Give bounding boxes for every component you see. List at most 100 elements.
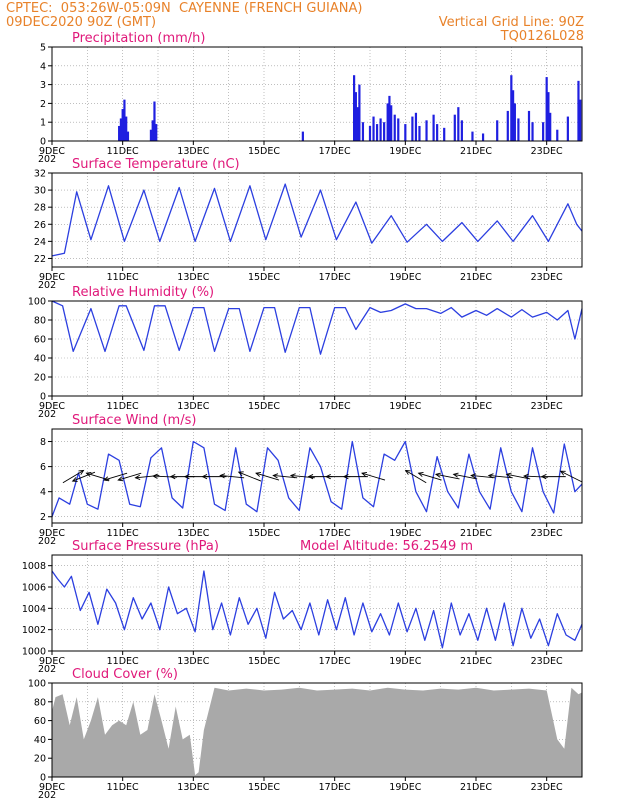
wind-vector xyxy=(238,471,262,482)
x-tick-label: 9DEC xyxy=(39,272,65,283)
cloud-cover-title: Cloud Cover (%) xyxy=(72,667,178,682)
x-tick-label: 17DEC xyxy=(319,401,351,412)
precipitation-bar xyxy=(404,124,407,141)
header-grid-note: Vertical Grid Line: 90Z xyxy=(438,15,584,30)
x-tick-label: 11DEC xyxy=(107,401,139,412)
wind-vector xyxy=(453,473,478,480)
header-run-id: TQ0126L028 xyxy=(500,29,584,44)
precipitation-bar xyxy=(547,92,550,141)
y-tick-label: 2 xyxy=(40,99,46,110)
x-tick-label: 21DEC xyxy=(460,656,492,667)
wind-vector xyxy=(273,474,298,479)
precipitation-bar xyxy=(443,127,446,141)
y-tick-label: 1004 xyxy=(22,604,46,615)
precipitation-bar xyxy=(379,118,382,141)
wind-vector xyxy=(506,473,531,480)
wind-vector-arrowhead xyxy=(404,469,411,475)
x-tick-label: 21DEC xyxy=(460,146,492,157)
precipitation-mm-h-title: Precipitation (mm/h) xyxy=(72,31,205,46)
wind-vector xyxy=(405,470,427,484)
panel-frame xyxy=(51,682,583,778)
x-year-label: 202 xyxy=(38,409,56,420)
precipitation-bar xyxy=(353,75,356,141)
x-tick-label: 15DEC xyxy=(248,656,280,667)
precipitation-bar xyxy=(556,129,559,141)
surface-temperature-nc-line xyxy=(51,183,583,257)
y-tick-label: 80 xyxy=(34,697,46,708)
precipitation-bar xyxy=(453,114,456,141)
precipitation-bar xyxy=(372,116,375,141)
x-year-label: 202 xyxy=(38,280,56,291)
wind-vector xyxy=(488,474,513,479)
wind-vector xyxy=(435,473,460,480)
x-tick-label: 19DEC xyxy=(389,656,421,667)
y-tick-label: 0 xyxy=(40,773,46,784)
model-altitude-annotation: Model Altitude: 56.2549 m xyxy=(300,539,473,554)
surface-temperature-nc-title: Surface Temperature (nC) xyxy=(72,157,240,172)
x-tick-label: 21DEC xyxy=(460,401,492,412)
precipitation-bar xyxy=(354,92,357,141)
precipitation-bar xyxy=(383,122,386,141)
wind-vector-arrowhead xyxy=(307,474,314,480)
panel-frame xyxy=(51,300,583,397)
x-tick-label: 9DEC xyxy=(39,782,65,793)
precipitation-bar xyxy=(425,120,428,141)
x-tick-label: 23DEC xyxy=(531,782,563,793)
x-tick-label: 9DEC xyxy=(39,401,65,412)
wind-vector-arrowhead xyxy=(117,476,124,482)
x-tick-label: 15DEC xyxy=(248,146,280,157)
wind-vector-arrowhead xyxy=(361,471,368,477)
x-tick-label: 23DEC xyxy=(531,146,563,157)
precipitation-bar xyxy=(506,110,509,141)
precipitation-bar xyxy=(125,116,128,141)
x-tick-label: 17DEC xyxy=(319,528,351,539)
precipitation-bar xyxy=(386,103,389,141)
wind-vector-arrowhead xyxy=(417,471,424,477)
x-tick-label: 17DEC xyxy=(319,656,351,667)
wind-vector-arrowhead xyxy=(255,471,262,477)
wind-vector xyxy=(220,474,245,479)
surface-temperature-nc-panel: 22 24 26 28 30 32 9DEC 11DEC 13DEC 15DEC 17DEC 19DE… xyxy=(34,157,583,291)
wind-vector xyxy=(118,472,142,481)
y-tick-label: 28 xyxy=(34,203,46,214)
precipitation-bar xyxy=(545,77,548,141)
x-tick-label: 9DEC xyxy=(39,528,65,539)
wind-vector-arrowhead xyxy=(289,473,296,479)
x-tick-label: 15DEC xyxy=(248,272,280,283)
y-tick-label: 3 xyxy=(40,80,46,91)
y-tick-label: 6 xyxy=(40,462,46,473)
surface-wind-m-s-panel: 2 4 6 8 9DEC 11DEC 13DEC 15DEC 17DEC 19DEC 21DEC 23… xyxy=(38,413,583,547)
wind-vector-arrowhead xyxy=(78,469,85,475)
x-tick-label: 23DEC xyxy=(531,401,563,412)
x-tick-label: 13DEC xyxy=(177,401,209,412)
y-tick-label: 20 xyxy=(34,373,46,384)
precipitation-bar xyxy=(118,125,121,141)
precipitation-bar xyxy=(531,122,534,141)
precipitation-bar xyxy=(566,116,569,141)
wind-vector-arrowhead xyxy=(85,471,92,477)
precipitation-bar xyxy=(393,114,396,141)
precipitation-bar xyxy=(510,75,513,141)
y-tick-label: 20 xyxy=(34,754,46,765)
wind-vector-arrowhead xyxy=(434,472,441,478)
cloud-cover-panel: 0 20 40 60 80 100 9DEC 11DEC 13DEC 15DEC 17DEC 19DE… xyxy=(28,667,583,800)
x-tick-label: 21DEC xyxy=(460,782,492,793)
y-tick-label: 1000 xyxy=(22,647,46,658)
surface-wind-m-s-title: Surface Wind (m/s) xyxy=(72,413,196,428)
precipitation-bar xyxy=(358,84,361,141)
y-tick-label: 40 xyxy=(34,354,46,365)
y-tick-label: 60 xyxy=(34,335,46,346)
wind-vector-arrowhead xyxy=(219,473,226,479)
wind-vector-arrowhead xyxy=(152,473,158,479)
cloud-cover-area xyxy=(52,687,582,777)
x-tick-label: 11DEC xyxy=(107,656,139,667)
relative-humidity-line xyxy=(51,300,583,355)
header-location: CPTEC: 053:26W-05:09N CAYENNE (FRENCH GU… xyxy=(6,1,363,16)
precipitation-bar xyxy=(368,125,372,141)
wind-vector-arrowhead xyxy=(201,474,208,480)
wind-vector-arrowhead xyxy=(71,477,78,482)
precipitation-bar xyxy=(579,99,582,141)
x-tick-label: 15DEC xyxy=(248,528,280,539)
precipitation-bar xyxy=(542,122,545,141)
